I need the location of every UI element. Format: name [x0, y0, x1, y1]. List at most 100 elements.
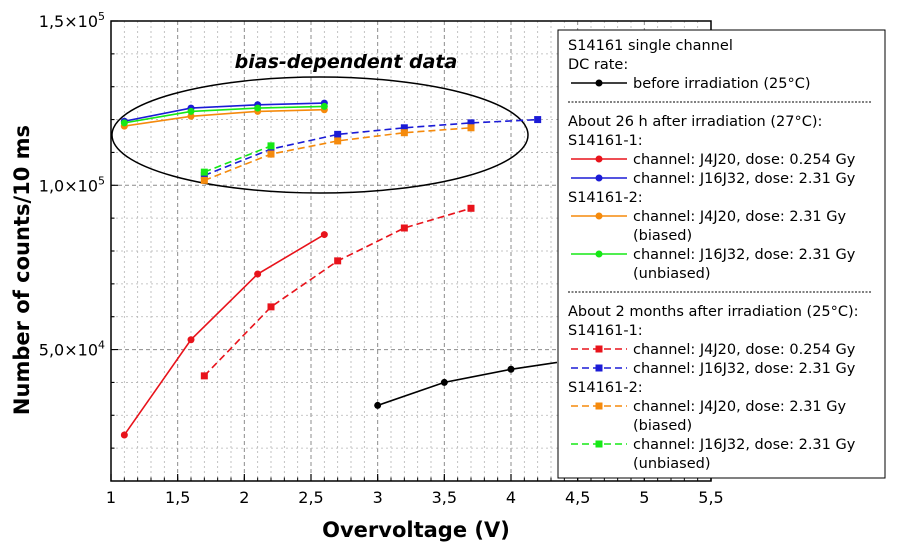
legend-entry-label: before irradiation (25°C) — [633, 76, 811, 92]
series-point — [467, 124, 475, 132]
x-tick-label: 1 — [106, 488, 116, 507]
legend-subgroup: S14161-2: — [568, 190, 643, 206]
series-line — [123, 233, 325, 436]
legend-entry-label: channel: J16J32, dose: 2.31 Gy — [633, 171, 856, 187]
series-5 — [200, 204, 475, 380]
x-tick-label: 1,5 — [165, 488, 190, 507]
series-8 — [200, 142, 275, 176]
x-tick-label: 3 — [373, 488, 383, 507]
series-point — [334, 257, 342, 265]
y-tick-label: 1,0×105 — [39, 174, 105, 195]
series-point — [187, 112, 195, 120]
series-point — [187, 107, 195, 115]
plot-area — [120, 99, 557, 439]
series-point — [120, 431, 128, 439]
x-axis-label: Overvoltage (V) — [322, 518, 510, 542]
legend-note: (biased) — [633, 228, 692, 244]
legend-symbol-marker — [595, 345, 603, 353]
series-point — [200, 372, 208, 380]
series-0 — [374, 361, 557, 409]
y-tick-exponent: 4 — [98, 339, 105, 352]
legend-subgroup: S14161-2: — [568, 380, 643, 396]
y-axis-label: Number of counts/10 ms — [10, 125, 34, 415]
y-tick-mantissa: 1,5×10 — [39, 12, 98, 31]
legend-entry-label: channel: J16J32, dose: 2.31 Gy — [633, 361, 856, 377]
legend-symbol-marker — [595, 402, 603, 410]
legend-symbol-marker — [595, 364, 603, 372]
legend-entry-label: channel: J4J20, dose: 0.254 Gy — [633, 152, 856, 168]
legend-subgroup: S14161-1: — [568, 133, 643, 149]
x-tick-label: 4,5 — [565, 488, 590, 507]
series-point — [267, 150, 275, 158]
series-point — [120, 119, 128, 127]
legend-entry-label: channel: J16J32, dose: 2.31 Gy — [633, 247, 856, 263]
legend-group-header: About 2 months after irradiation (25°C): — [568, 304, 859, 320]
legend-group-header: About 26 h after irradiation (27°C): — [568, 114, 822, 130]
y-tick-exponent: 5 — [98, 174, 105, 187]
series-point — [267, 303, 275, 311]
series-line — [204, 118, 538, 177]
legend-symbol-marker — [595, 79, 603, 87]
x-tick-label: 2 — [239, 488, 249, 507]
x-tick-label: 5 — [639, 488, 649, 507]
series-point — [254, 270, 262, 278]
series-6 — [200, 116, 542, 179]
legend-title: S14161 single channel — [568, 38, 733, 54]
series-point — [320, 102, 328, 110]
series-2 — [120, 99, 328, 125]
legend-entry-label: channel: J16J32, dose: 2.31 Gy — [633, 437, 856, 453]
legend-symbol-marker — [595, 212, 603, 220]
series-point — [267, 142, 275, 150]
legend-subtitle: DC rate: — [568, 57, 628, 73]
legend-note: (unbiased) — [633, 456, 711, 472]
series-line — [124, 108, 325, 127]
x-tick-label: 2,5 — [298, 488, 323, 507]
series-point — [400, 124, 408, 132]
y-tick-mantissa: 5,0×10 — [39, 341, 98, 360]
legend: S14161 single channel DC rate: before irra… — [557, 29, 886, 479]
series-point — [440, 378, 448, 386]
series-line — [204, 145, 272, 173]
legend-entry-label: channel: J4J20, dose: 2.31 Gy — [633, 399, 846, 415]
y-tick-exponent: 5 — [98, 10, 105, 23]
bias-dependent-ellipse-layer — [111, 76, 529, 194]
legend-entry-label: channel: J4J20, dose: 0.254 Gy — [633, 342, 856, 358]
series-point — [374, 401, 382, 409]
series-point — [254, 104, 262, 112]
x-tick-label: 5,5 — [698, 488, 723, 507]
series-point — [334, 130, 342, 138]
legend-note: (biased) — [633, 418, 692, 434]
y-tick-label: 5,0×104 — [39, 339, 105, 360]
series-line — [124, 105, 325, 124]
legend-subgroup: S14161-1: — [568, 323, 643, 339]
legend-symbol-marker — [595, 155, 603, 163]
legend-symbol-marker — [595, 250, 603, 258]
series-point — [200, 168, 208, 176]
x-tick-label: 3,5 — [432, 488, 457, 507]
series-point — [320, 231, 328, 239]
legend-symbol-marker — [595, 174, 603, 182]
series-point — [334, 137, 342, 145]
series-point — [534, 116, 542, 124]
y-tick-mantissa: 1,0×10 — [39, 176, 98, 195]
series-point — [467, 204, 475, 212]
bias-dependent-ellipse — [111, 76, 529, 194]
series-1 — [120, 231, 328, 439]
series-point — [400, 224, 408, 232]
series-point — [467, 119, 475, 127]
series-line — [124, 102, 325, 122]
series-4 — [120, 102, 328, 127]
series-line — [204, 127, 472, 182]
series-point — [187, 336, 195, 344]
legend-entry-label: channel: J4J20, dose: 2.31 Gy — [633, 209, 846, 225]
series-point — [507, 365, 515, 373]
legend-symbol-marker — [595, 440, 603, 448]
legend-note: (unbiased) — [633, 266, 711, 282]
bias-dependent-annotation: bias-dependent data — [235, 51, 458, 73]
series-point — [200, 176, 208, 184]
series-7 — [200, 124, 475, 184]
x-tick-label: 4 — [506, 488, 516, 507]
series-point — [400, 129, 408, 137]
y-tick-label: 1,5×105 — [39, 10, 105, 31]
